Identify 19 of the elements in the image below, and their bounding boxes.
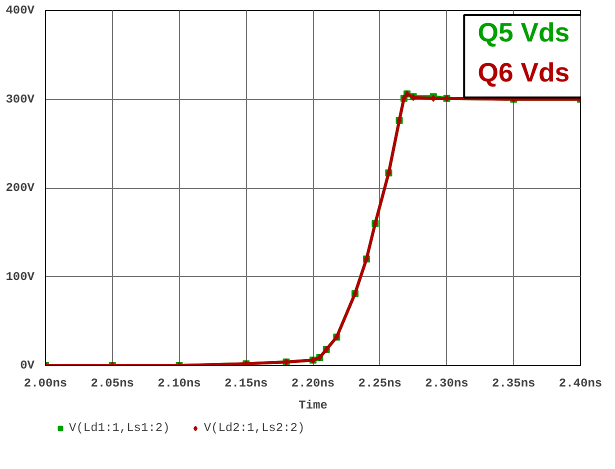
- x-tick-label: 2.00ns: [24, 376, 68, 390]
- annotation: Q5 Vds: [478, 18, 570, 48]
- x-tick-label: 2.20ns: [291, 376, 335, 390]
- x-tick-label: 2.15ns: [224, 376, 268, 390]
- y-tick-label: 400V: [6, 4, 36, 18]
- y-tick-label: 300V: [6, 92, 36, 106]
- x-tick-label: 2.35ns: [492, 376, 536, 390]
- y-tick-label: 200V: [6, 181, 36, 195]
- y-tick-label: 100V: [6, 270, 36, 284]
- x-tick-label: 2.40ns: [558, 376, 602, 390]
- legend-label: V(Ld1:1,Ls1:2): [69, 421, 170, 435]
- x-tick-label: 2.25ns: [358, 376, 402, 390]
- y-tick-label: 0V: [20, 358, 36, 372]
- x-tick-label: 2.05ns: [90, 376, 134, 390]
- legend-label: V(Ld2:1,Ls2:2): [204, 421, 305, 435]
- x-tick-label: 2.10ns: [158, 376, 201, 390]
- annotation: Q6 Vds: [478, 58, 570, 88]
- x-tick-label: 2.30ns: [425, 376, 468, 390]
- x-axis-title: Time: [298, 398, 328, 412]
